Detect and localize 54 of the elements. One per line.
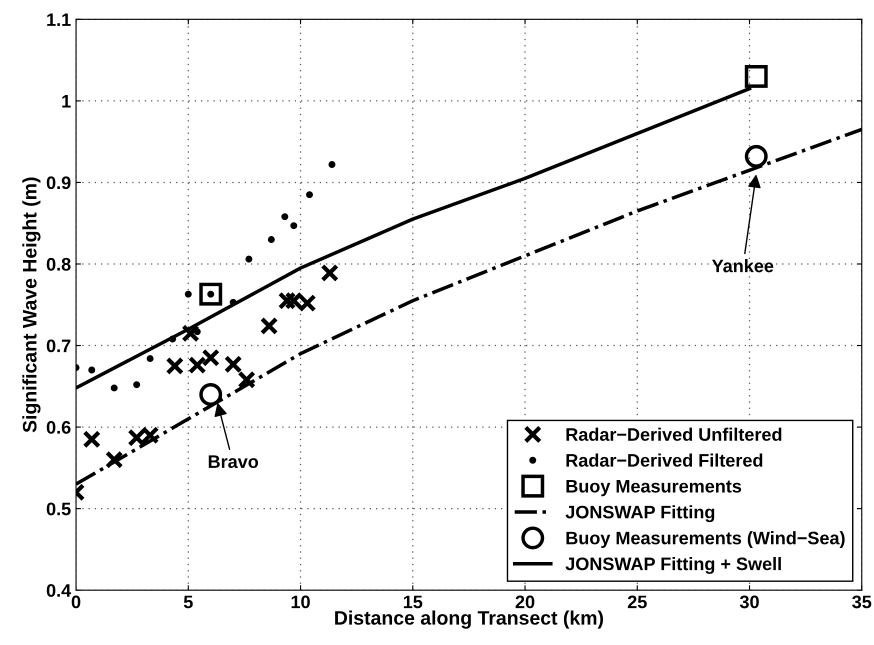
- y-tick-label: 0.9: [46, 176, 71, 190]
- x-tick-label: 30: [740, 596, 759, 608]
- x-tick-label: 35: [852, 596, 872, 608]
- point: [146, 355, 154, 362]
- point: [245, 256, 252, 263]
- x-tick-label: 15: [404, 596, 422, 608]
- point: [281, 213, 288, 220]
- point: [110, 384, 118, 392]
- point: [744, 64, 768, 88]
- point: [306, 191, 313, 198]
- y-tick-label: 0.7: [46, 339, 70, 352]
- y-tick-label: 0.4: [46, 584, 72, 597]
- point: [238, 370, 256, 389]
- y-tick-label: 0.8: [46, 258, 71, 271]
- y-tick-label: 1.1: [47, 13, 71, 26]
- point: [224, 355, 242, 374]
- point: [260, 316, 278, 335]
- point: [166, 356, 184, 375]
- point: [320, 264, 339, 282]
- y-tick-label: 0.5: [46, 502, 71, 516]
- point: [82, 430, 101, 448]
- legend-label: JONSWAP Fitting + Swell: [566, 557, 781, 574]
- point: [290, 222, 298, 230]
- y-tick-label: 1: [62, 95, 71, 108]
- point: [105, 450, 124, 469]
- legend-label: Radar−Derived Filtered: [566, 454, 762, 467]
- point: [188, 356, 206, 374]
- point: [202, 348, 220, 367]
- point: [199, 282, 222, 306]
- point: [268, 236, 275, 243]
- x-tick-label: 25: [628, 596, 647, 608]
- y-tick-label: 0.6: [46, 421, 71, 434]
- point: [278, 292, 296, 310]
- x-tick-label: 20: [516, 596, 534, 608]
- x-tick-label: 0: [72, 596, 80, 608]
- annotation: Yankee: [712, 259, 774, 272]
- legend-label: JONSWAP Fitting: [566, 505, 714, 522]
- point: [184, 290, 192, 298]
- point: [328, 161, 336, 168]
- legend-label: Radar−Derived Unfiltered: [566, 428, 782, 441]
- y-axis-title: Significant Wave Height (m): [22, 178, 41, 432]
- point: [182, 324, 200, 342]
- legend-label: Buoy Measurements: [566, 480, 742, 496]
- x-tick-label: 10: [292, 596, 310, 608]
- point: [133, 381, 140, 388]
- point: [88, 366, 96, 374]
- annotation: Bravo: [208, 455, 258, 468]
- point: [199, 383, 222, 406]
- legend-label: Buoy Measurements (Wind−Sea): [566, 531, 845, 548]
- x-tick-label: 5: [184, 596, 193, 608]
- point: [744, 144, 768, 168]
- point: [169, 336, 176, 342]
- x-axis-title: Distance along Transect (km): [335, 610, 604, 629]
- point: [194, 328, 201, 336]
